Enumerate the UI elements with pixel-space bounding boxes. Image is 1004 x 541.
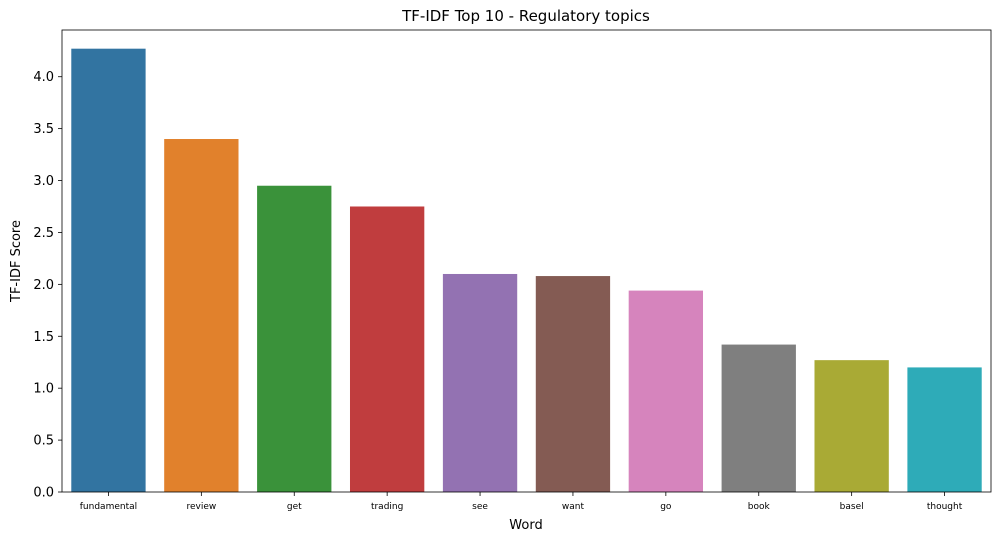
y-tick-label: 1.0	[33, 382, 54, 397]
bar-want	[535, 276, 611, 492]
x-tick-label: basel	[840, 502, 864, 512]
y-tick-label: 1.5	[33, 330, 54, 345]
x-tick-label: review	[186, 502, 216, 512]
bar-book	[721, 344, 796, 492]
bar-basel	[814, 360, 889, 492]
y-axis-label: TF-IDF Score	[9, 220, 24, 303]
bar-get	[257, 185, 332, 492]
bar-thought	[907, 367, 982, 492]
y-tick-label: 0.0	[33, 486, 54, 501]
bar-see	[442, 273, 518, 492]
x-tick-label: go	[660, 502, 672, 512]
x-tick-label: trading	[371, 502, 403, 512]
bar-review	[164, 139, 239, 492]
x-tick-label: want	[562, 502, 585, 512]
bar-go	[628, 290, 704, 492]
bar-fundamental	[71, 48, 146, 492]
x-tick-label: book	[748, 502, 771, 512]
x-axis-label: Word	[509, 518, 542, 533]
y-tick-label: 0.5	[33, 434, 54, 449]
bars-group	[71, 48, 982, 492]
y-tick-label: 2.5	[33, 226, 54, 241]
y-axis: 0.0 0.5 1.0 1.5 2.0 2.5 3.0 3.5 4.0	[33, 70, 62, 501]
bar-trading	[349, 206, 425, 492]
y-tick-label: 2.0	[33, 278, 54, 293]
y-tick-label: 3.5	[33, 122, 54, 137]
y-tick-label: 3.0	[33, 174, 54, 189]
y-tick-label: 4.0	[33, 70, 54, 85]
x-tick-label: see	[472, 502, 488, 512]
plot-frame	[61, 29, 992, 493]
x-tick-label: fundamental	[80, 502, 137, 512]
x-tick-label: thought	[927, 502, 963, 512]
x-tick-label: get	[287, 502, 302, 512]
x-axis: fundamental review get trading see want go book…	[80, 492, 963, 512]
chart-title: TF-IDF Top 10 - Regulatory topics	[401, 7, 650, 25]
